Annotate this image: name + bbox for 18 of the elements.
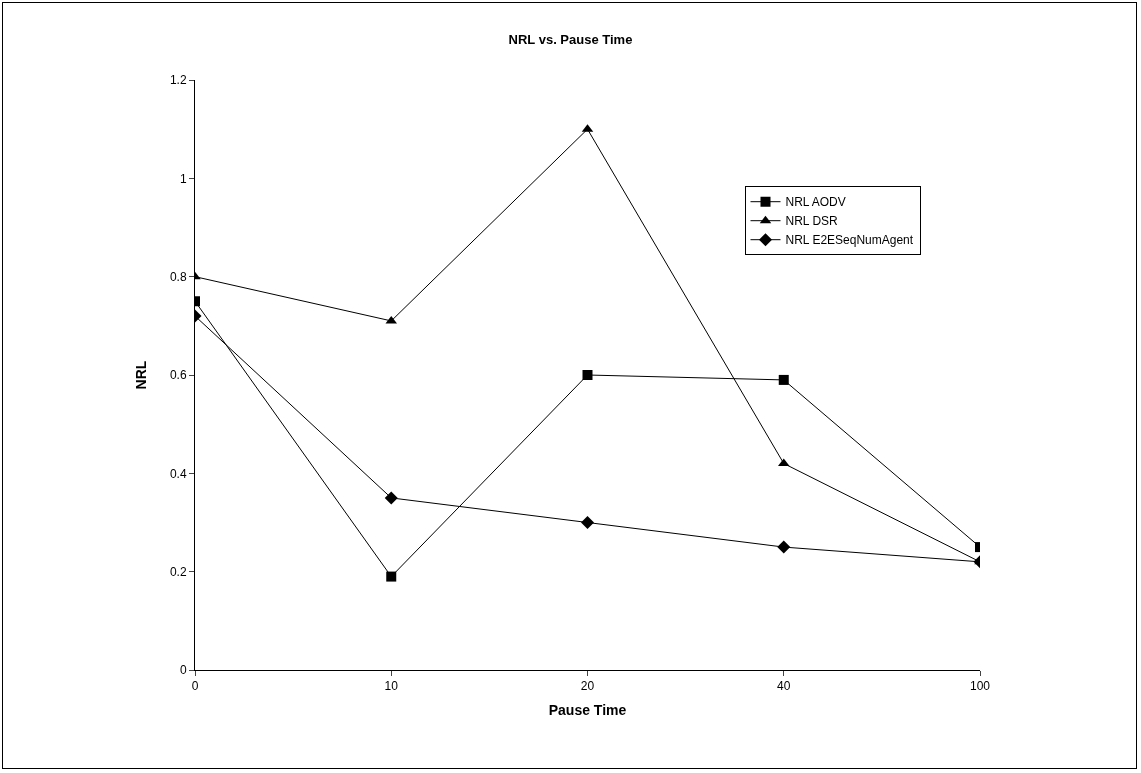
x-axis-title: Pause Time [548, 701, 627, 718]
x-tick-label: 40 [777, 679, 791, 694]
x-tick-label: 0 [191, 679, 199, 694]
x-tick-label: 20 [580, 679, 595, 694]
legend-label: NRL E2ESeqNumAgent [785, 233, 914, 248]
y-tick-label: 0.8 [169, 269, 187, 284]
x-tick-label: 10 [384, 679, 399, 694]
y-tick-label: 1 [179, 171, 187, 186]
legend-label: NRL DSR [785, 214, 839, 229]
x-tick-label: 100 [969, 679, 991, 694]
y-axis-title: NRL [132, 360, 149, 390]
y-tick-label: 0.2 [169, 564, 187, 579]
y-tick-label: 1.2 [169, 73, 187, 88]
y-tick-label: 0 [179, 663, 187, 678]
y-tick-label: 0.6 [169, 368, 187, 383]
legend-label: NRL AODV [785, 195, 846, 210]
chart-title: NRL vs. Pause Time [508, 31, 633, 47]
y-tick-label: 0.4 [169, 466, 187, 481]
